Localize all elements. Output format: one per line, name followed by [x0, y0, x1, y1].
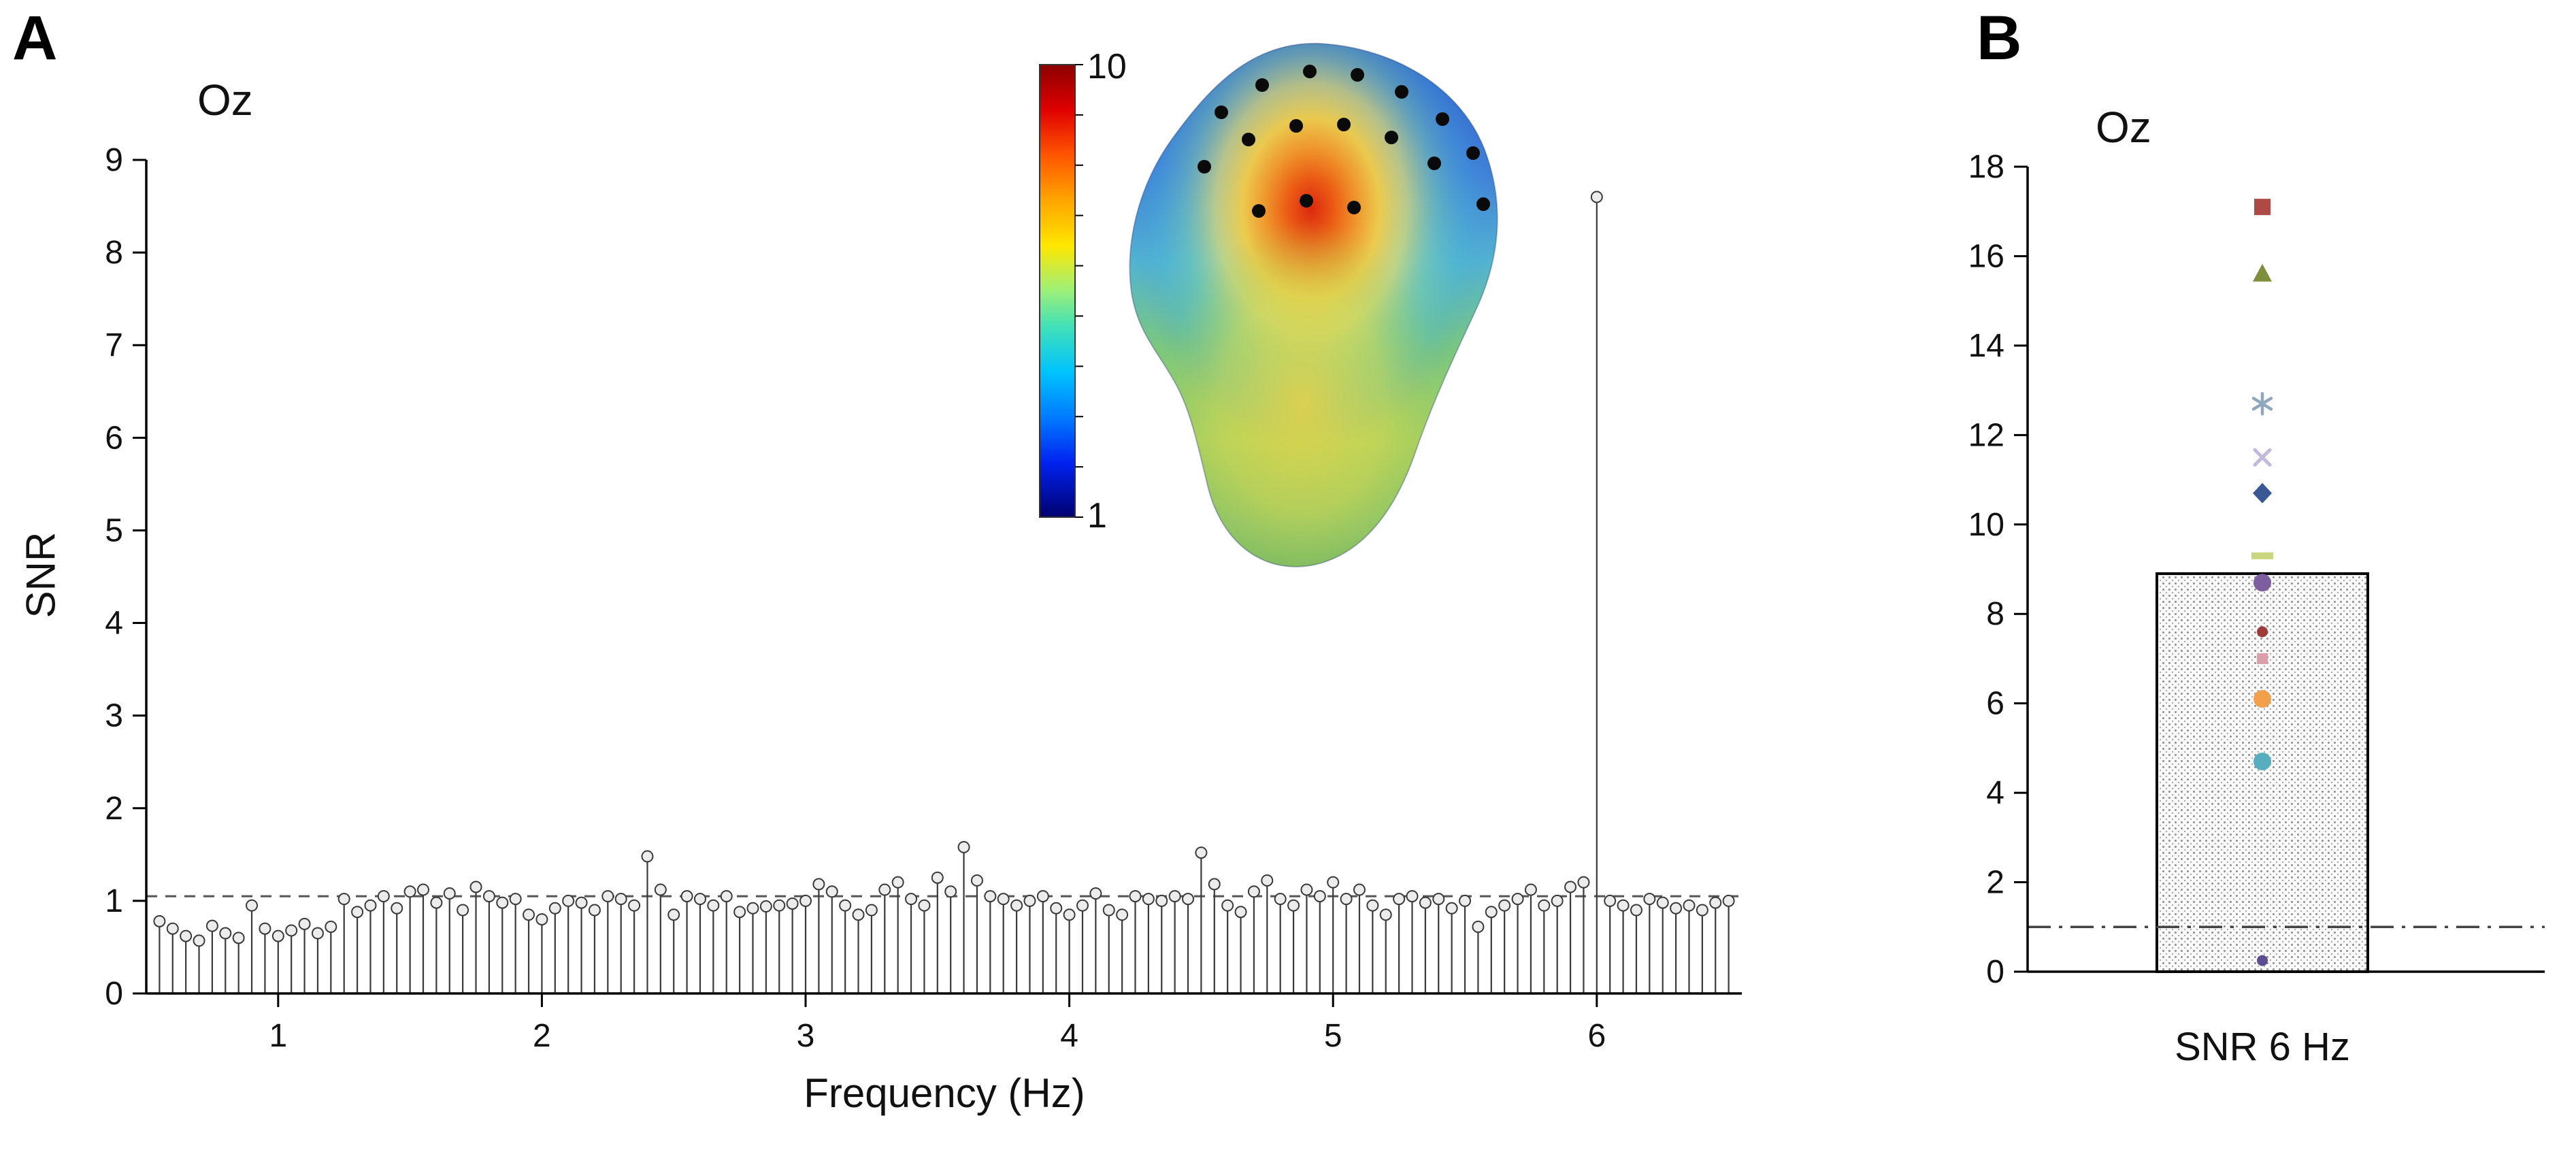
colorbar-ticks	[1075, 64, 1083, 518]
head-topography-inset	[1039, 42, 1498, 567]
colorbar-max-label: 10	[1087, 47, 1127, 86]
svg-text:2: 2	[1986, 865, 2004, 901]
svg-text:0: 0	[1986, 954, 2004, 990]
svg-text:1: 1	[269, 1018, 287, 1054]
colorbar	[1039, 64, 1083, 518]
head-outline	[1129, 42, 1498, 567]
svg-text:0: 0	[105, 976, 123, 1012]
svg-text:3: 3	[797, 1018, 815, 1054]
svg-text:6: 6	[1587, 1018, 1606, 1054]
svg-text:2: 2	[533, 1018, 551, 1054]
svg-text:8: 8	[105, 235, 123, 271]
snr-bar	[2156, 572, 2369, 973]
panel-b-xlabel: SNR 6 Hz	[2175, 1025, 2350, 1069]
stems	[153, 191, 1735, 993]
panel-b-label: B	[1977, 3, 2022, 73]
panel-b-title: Oz	[2096, 103, 2151, 152]
subject-points	[2251, 199, 2273, 966]
svg-text:6: 6	[105, 420, 123, 456]
svg-text:9: 9	[105, 142, 123, 178]
colorbar-gradient	[1039, 64, 1076, 518]
stem-plot: 0 1 2 3 4 5 6 7 8 9 1 2 3 4 5 6	[105, 142, 1742, 1054]
svg-text:12: 12	[1968, 417, 2004, 453]
snr-6hz-bar-chart: 0 2 4 6 8 10 12 14 16 18	[1968, 149, 2545, 990]
snr-spectrum-chart: 0 1 2 3 4 5 6 7 8 9 1 2 3 4 5 6	[105, 142, 1742, 1054]
svg-text:16: 16	[1968, 238, 2004, 274]
svg-text:18: 18	[1968, 149, 2004, 185]
svg-text:10: 10	[1968, 507, 2004, 543]
axes: 0 2 4 6 8 10 12 14 16 18	[1968, 149, 2545, 990]
electrode-dots	[1198, 65, 1490, 218]
svg-text:5: 5	[105, 512, 123, 548]
svg-text:5: 5	[1324, 1018, 1342, 1054]
svg-text:4: 4	[105, 606, 123, 642]
svg-text:2: 2	[105, 791, 123, 827]
panel-a-title: Oz	[197, 76, 253, 125]
svg-text:3: 3	[105, 698, 123, 734]
svg-text:14: 14	[1968, 328, 2004, 364]
svg-text:8: 8	[1986, 596, 2004, 632]
panel-a-label: A	[12, 3, 58, 73]
svg-text:4: 4	[1060, 1018, 1078, 1054]
svg-text:7: 7	[105, 327, 123, 363]
colorbar-min-label: 1	[1087, 496, 1107, 536]
bar-plot: 0 2 4 6 8 10 12 14 16 18	[1968, 149, 2545, 990]
axes: 0 1 2 3 4 5 6 7 8 9 1 2 3 4 5 6	[105, 142, 1742, 1054]
head-topography	[1129, 42, 1498, 567]
svg-text:1: 1	[105, 883, 123, 919]
panel-a-xlabel: Frequency (Hz)	[804, 1070, 1085, 1116]
svg-text:4: 4	[1986, 775, 2004, 811]
svg-text:6: 6	[1986, 686, 2004, 722]
